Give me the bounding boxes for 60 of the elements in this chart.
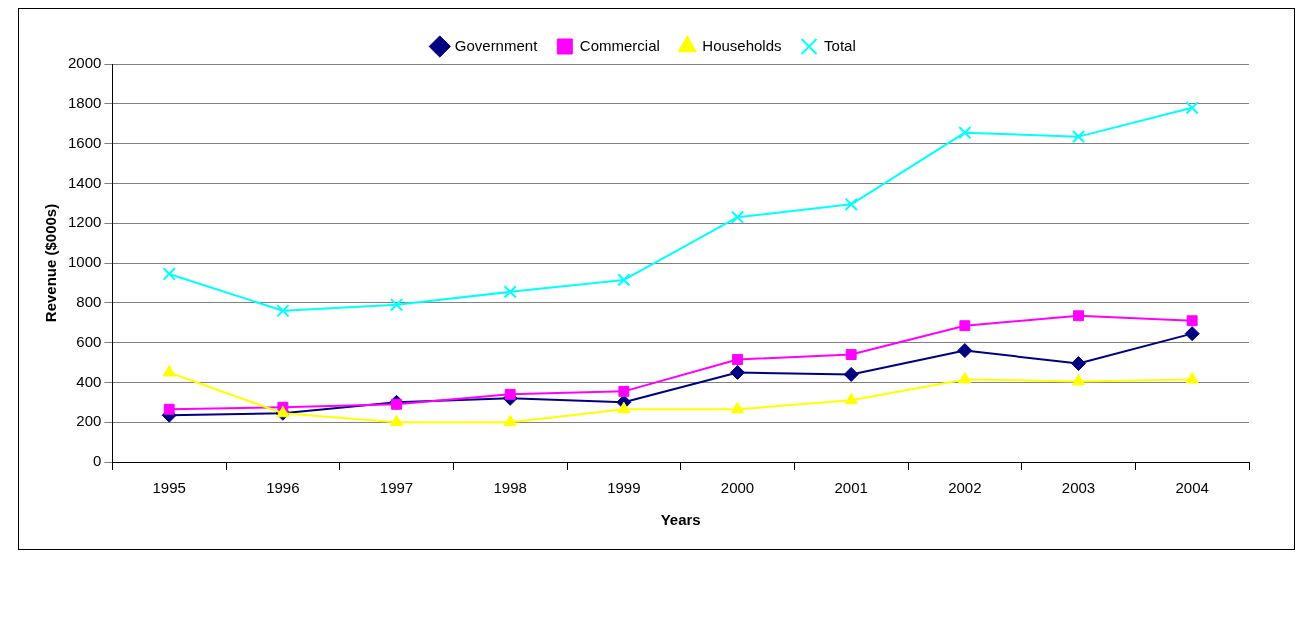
legend-label: Total — [824, 36, 856, 54]
x-tick-label: 1998 — [493, 479, 527, 497]
point — [618, 385, 630, 397]
x-tick-label: 2000 — [720, 479, 755, 497]
point — [959, 320, 971, 332]
x-tick-label: 2003 — [1061, 479, 1096, 497]
point — [389, 298, 404, 312]
y-tick-label: 2000 — [67, 54, 102, 72]
y-tick-label: 1600 — [67, 133, 102, 151]
point — [957, 343, 973, 359]
y-axis-title: Revenue ($000s) — [42, 203, 60, 323]
x-tick-label: 2001 — [834, 479, 868, 497]
point — [1073, 310, 1084, 322]
point — [730, 364, 746, 380]
point — [389, 414, 404, 427]
x-axis-title: Years — [660, 511, 701, 529]
point — [730, 210, 745, 224]
point — [163, 403, 175, 415]
y-tick-label: 0 — [93, 452, 102, 470]
point — [730, 401, 745, 414]
point — [958, 371, 972, 384]
point — [276, 304, 290, 318]
point — [845, 349, 857, 360]
point — [844, 392, 858, 405]
point — [617, 273, 631, 287]
y-tick-label: 800 — [76, 292, 102, 310]
point — [844, 197, 858, 211]
point — [617, 401, 631, 414]
point — [1071, 129, 1086, 144]
legend-label: Government — [454, 36, 539, 54]
y-tick-label: 1400 — [67, 173, 102, 191]
y-tick-label: 1200 — [67, 213, 102, 231]
x-tick-label: 1995 — [152, 479, 186, 497]
point — [162, 364, 176, 377]
point — [1185, 101, 1199, 115]
point — [391, 398, 402, 410]
y-tick-label: 600 — [76, 332, 102, 350]
y-tick-label: 400 — [76, 372, 102, 390]
x-tick-label: 2002 — [948, 479, 982, 497]
point — [1071, 356, 1087, 371]
x-tick-label: 2004 — [1175, 479, 1209, 497]
point — [162, 267, 176, 281]
y-tick-label: 1000 — [67, 253, 102, 271]
x-tick-label: 1999 — [607, 479, 641, 497]
point — [732, 354, 743, 365]
point — [1185, 371, 1199, 384]
point — [1071, 373, 1086, 386]
y-tick-label: 1800 — [67, 93, 102, 111]
point — [503, 414, 517, 427]
y-tick-label: 200 — [76, 412, 102, 430]
x-tick-label: 1996 — [266, 479, 300, 497]
point — [503, 285, 517, 299]
point — [958, 126, 972, 140]
point — [843, 366, 859, 382]
point — [1186, 315, 1198, 327]
legend-label: Commercial — [579, 36, 660, 54]
point — [504, 388, 516, 400]
x-tick-label: 1997 — [379, 479, 414, 497]
point — [1184, 326, 1200, 342]
legend-label: Households — [702, 36, 782, 54]
